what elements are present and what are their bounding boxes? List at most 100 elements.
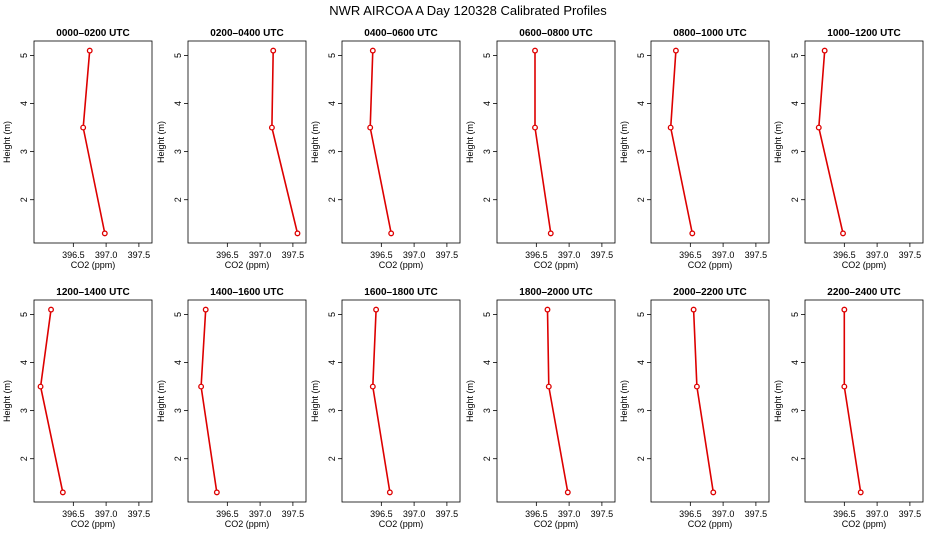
- y-tick-label: 5: [19, 53, 29, 58]
- x-tick-label: 397.0: [712, 509, 735, 519]
- x-tick-label: 396.5: [216, 250, 239, 260]
- panel-8: 1400–1600 UTC 396.5 397.0 397.5 2 3 4 5 CO2 (ppm…: [156, 287, 307, 529]
- y-tick-label: 2: [636, 456, 646, 461]
- x-tick-label: 397.0: [558, 250, 581, 260]
- plot-frame: [804, 40, 924, 244]
- panel-10: 1800–2000 UTC 396.5 397.0 397.5 2 3 4 5 CO2 (ppm…: [465, 287, 616, 529]
- profile-point: [857, 489, 864, 496]
- panel-title: 1200–1400 UTC: [56, 287, 129, 298]
- y-tick-label: 5: [790, 312, 800, 317]
- x-tick-label: 397.5: [899, 250, 922, 260]
- profile-point: [268, 124, 275, 131]
- y-tick-label: 5: [327, 53, 337, 58]
- x-axis-label: CO2 (ppm): [842, 260, 887, 270]
- profile-point: [544, 306, 551, 313]
- panel-12: 2200–2400 UTC 396.5 397.0 397.5 2 3 4 5 CO2 (ppm…: [773, 287, 924, 529]
- y-tick-label: 3: [790, 149, 800, 154]
- x-tick-label: 396.5: [62, 250, 85, 260]
- y-tick-label: 4: [327, 360, 337, 365]
- y-tick-label: 2: [482, 197, 492, 202]
- x-tick-label: 396.5: [679, 250, 702, 260]
- panel-5: 0800–1000 UTC 396.5 397.0 397.5 2 3 4 5 CO2 (ppm…: [619, 28, 770, 270]
- y-axis-label: Height (m): [2, 380, 12, 422]
- panel-title: 1800–2000 UTC: [519, 287, 592, 298]
- panel-2: 0200–0400 UTC 396.5 397.0 397.5 2 3 4 5 CO2 (ppm…: [156, 28, 307, 270]
- profile-point: [689, 230, 696, 237]
- profile-point: [547, 230, 554, 237]
- x-axis-label: CO2 (ppm): [379, 519, 424, 529]
- x-tick-label: 397.5: [282, 250, 305, 260]
- profile-point: [821, 47, 828, 54]
- plot-frame: [33, 40, 153, 244]
- y-tick-label: 4: [636, 101, 646, 106]
- y-tick-label: 5: [19, 312, 29, 317]
- y-tick-label: 3: [173, 149, 183, 154]
- panel-6: 1000–1200 UTC 396.5 397.0 397.5 2 3 4 5 CO2 (ppm…: [773, 28, 924, 270]
- y-tick-label: 2: [19, 197, 29, 202]
- y-tick-label: 2: [173, 197, 183, 202]
- x-tick-label: 397.5: [745, 509, 768, 519]
- panel-title: 2000–2200 UTC: [673, 287, 746, 298]
- profile-point: [693, 383, 700, 390]
- profile-point: [667, 124, 674, 131]
- x-axis-label: CO2 (ppm): [534, 260, 579, 270]
- profile-point: [202, 306, 209, 313]
- y-tick-label: 5: [636, 53, 646, 58]
- panel-title: 0000–0200 UTC: [56, 28, 129, 39]
- profile-point: [213, 489, 220, 496]
- panel-title: 0600–0800 UTC: [519, 28, 592, 39]
- plot-frame: [33, 299, 153, 503]
- panel-3: 0400–0600 UTC 396.5 397.0 397.5 2 3 4 5 CO2 (ppm…: [310, 28, 461, 270]
- x-axis-label: CO2 (ppm): [534, 519, 579, 529]
- x-tick-label: 396.5: [679, 509, 702, 519]
- profile-point: [101, 230, 108, 237]
- panel-title: 2200–2400 UTC: [827, 287, 900, 298]
- profile-point: [815, 124, 822, 131]
- x-tick-label: 396.5: [370, 250, 393, 260]
- y-axis-label: Height (m): [310, 121, 320, 163]
- profile-point: [86, 47, 93, 54]
- y-tick-label: 3: [327, 149, 337, 154]
- profile-line: [371, 309, 391, 493]
- x-axis-label: CO2 (ppm): [842, 519, 887, 529]
- x-tick-label: 397.0: [95, 509, 118, 519]
- y-tick-label: 3: [636, 408, 646, 413]
- panel-title: 0200–0400 UTC: [210, 28, 283, 39]
- profile-point: [294, 230, 301, 237]
- profile-line: [82, 50, 106, 234]
- x-tick-label: 397.5: [436, 509, 459, 519]
- profile-point: [48, 306, 54, 313]
- x-tick-label: 396.5: [833, 509, 856, 519]
- x-axis-label: CO2 (ppm): [225, 519, 270, 529]
- y-axis-label: Height (m): [465, 121, 475, 163]
- y-tick-label: 3: [19, 408, 29, 413]
- y-tick-label: 3: [482, 408, 492, 413]
- profile-point: [690, 306, 697, 313]
- y-tick-label: 2: [636, 197, 646, 202]
- x-axis-label: CO2 (ppm): [688, 260, 733, 270]
- y-axis-label: Height (m): [156, 121, 166, 163]
- panel-title: 0800–1000 UTC: [673, 28, 746, 39]
- y-tick-label: 2: [790, 456, 800, 461]
- x-tick-label: 397.5: [591, 250, 614, 260]
- panel-grid: 0000–0200 UTC 396.5 397.0 397.5 2 3 4 5 CO2 (ppm…: [2, 28, 924, 529]
- y-axis-label: Height (m): [310, 380, 320, 422]
- profile-line: [669, 50, 694, 234]
- y-tick-label: 4: [636, 360, 646, 365]
- profile-point: [532, 124, 538, 131]
- profile-point: [532, 47, 538, 54]
- y-tick-label: 5: [173, 53, 183, 58]
- x-tick-label: 397.5: [591, 509, 614, 519]
- profile-point: [369, 383, 376, 390]
- plot-frame: [496, 40, 616, 244]
- y-tick-label: 4: [790, 101, 800, 106]
- y-tick-label: 5: [482, 53, 492, 58]
- x-tick-label: 397.0: [866, 250, 889, 260]
- y-tick-label: 4: [19, 360, 29, 365]
- profile-point: [270, 47, 277, 54]
- y-axis-label: Height (m): [619, 121, 629, 163]
- profile-line: [843, 309, 862, 493]
- y-tick-label: 5: [173, 312, 183, 317]
- y-axis-label: Height (m): [2, 121, 12, 163]
